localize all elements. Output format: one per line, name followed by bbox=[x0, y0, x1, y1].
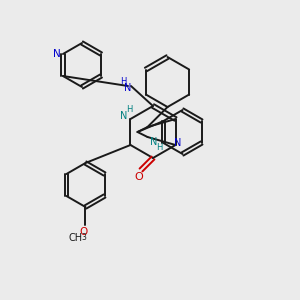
Text: H: H bbox=[120, 76, 126, 85]
Text: H: H bbox=[126, 106, 133, 115]
Text: O: O bbox=[80, 227, 88, 237]
Text: N: N bbox=[174, 138, 181, 148]
Text: H: H bbox=[156, 142, 163, 152]
Text: N: N bbox=[120, 111, 127, 121]
Text: CH: CH bbox=[68, 233, 83, 243]
Text: N: N bbox=[150, 137, 157, 147]
Text: N: N bbox=[53, 49, 61, 59]
Text: 3: 3 bbox=[81, 233, 86, 242]
Text: N: N bbox=[124, 83, 132, 93]
Text: O: O bbox=[135, 172, 143, 182]
